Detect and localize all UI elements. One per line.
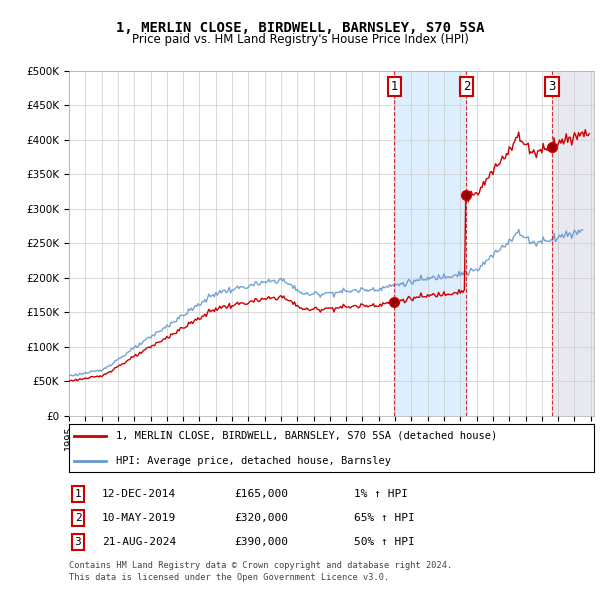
Text: 10-MAY-2019: 10-MAY-2019 (102, 513, 176, 523)
Text: 1, MERLIN CLOSE, BIRDWELL, BARNSLEY, S70 5SA: 1, MERLIN CLOSE, BIRDWELL, BARNSLEY, S70… (116, 21, 484, 35)
Text: £390,000: £390,000 (234, 537, 288, 547)
Text: £320,000: £320,000 (234, 513, 288, 523)
Text: Price paid vs. HM Land Registry's House Price Index (HPI): Price paid vs. HM Land Registry's House … (131, 33, 469, 46)
Text: 1% ↑ HPI: 1% ↑ HPI (354, 489, 408, 499)
Text: 2: 2 (463, 80, 470, 93)
Text: 21-AUG-2024: 21-AUG-2024 (102, 537, 176, 547)
Text: 2: 2 (74, 513, 82, 523)
Text: This data is licensed under the Open Government Licence v3.0.: This data is licensed under the Open Gov… (69, 573, 389, 582)
Text: 1, MERLIN CLOSE, BIRDWELL, BARNSLEY, S70 5SA (detached house): 1, MERLIN CLOSE, BIRDWELL, BARNSLEY, S70… (116, 431, 497, 441)
Text: 1: 1 (391, 80, 398, 93)
Text: 1: 1 (74, 489, 82, 499)
Text: 65% ↑ HPI: 65% ↑ HPI (354, 513, 415, 523)
Bar (552, 71, 594, 416)
Text: Contains HM Land Registry data © Crown copyright and database right 2024.: Contains HM Land Registry data © Crown c… (69, 561, 452, 570)
Bar (394, 71, 466, 416)
Text: 3: 3 (548, 80, 556, 93)
Text: 12-DEC-2014: 12-DEC-2014 (102, 489, 176, 499)
Text: £165,000: £165,000 (234, 489, 288, 499)
Text: HPI: Average price, detached house, Barnsley: HPI: Average price, detached house, Barn… (116, 456, 391, 466)
Text: 3: 3 (74, 537, 82, 547)
Text: 50% ↑ HPI: 50% ↑ HPI (354, 537, 415, 547)
